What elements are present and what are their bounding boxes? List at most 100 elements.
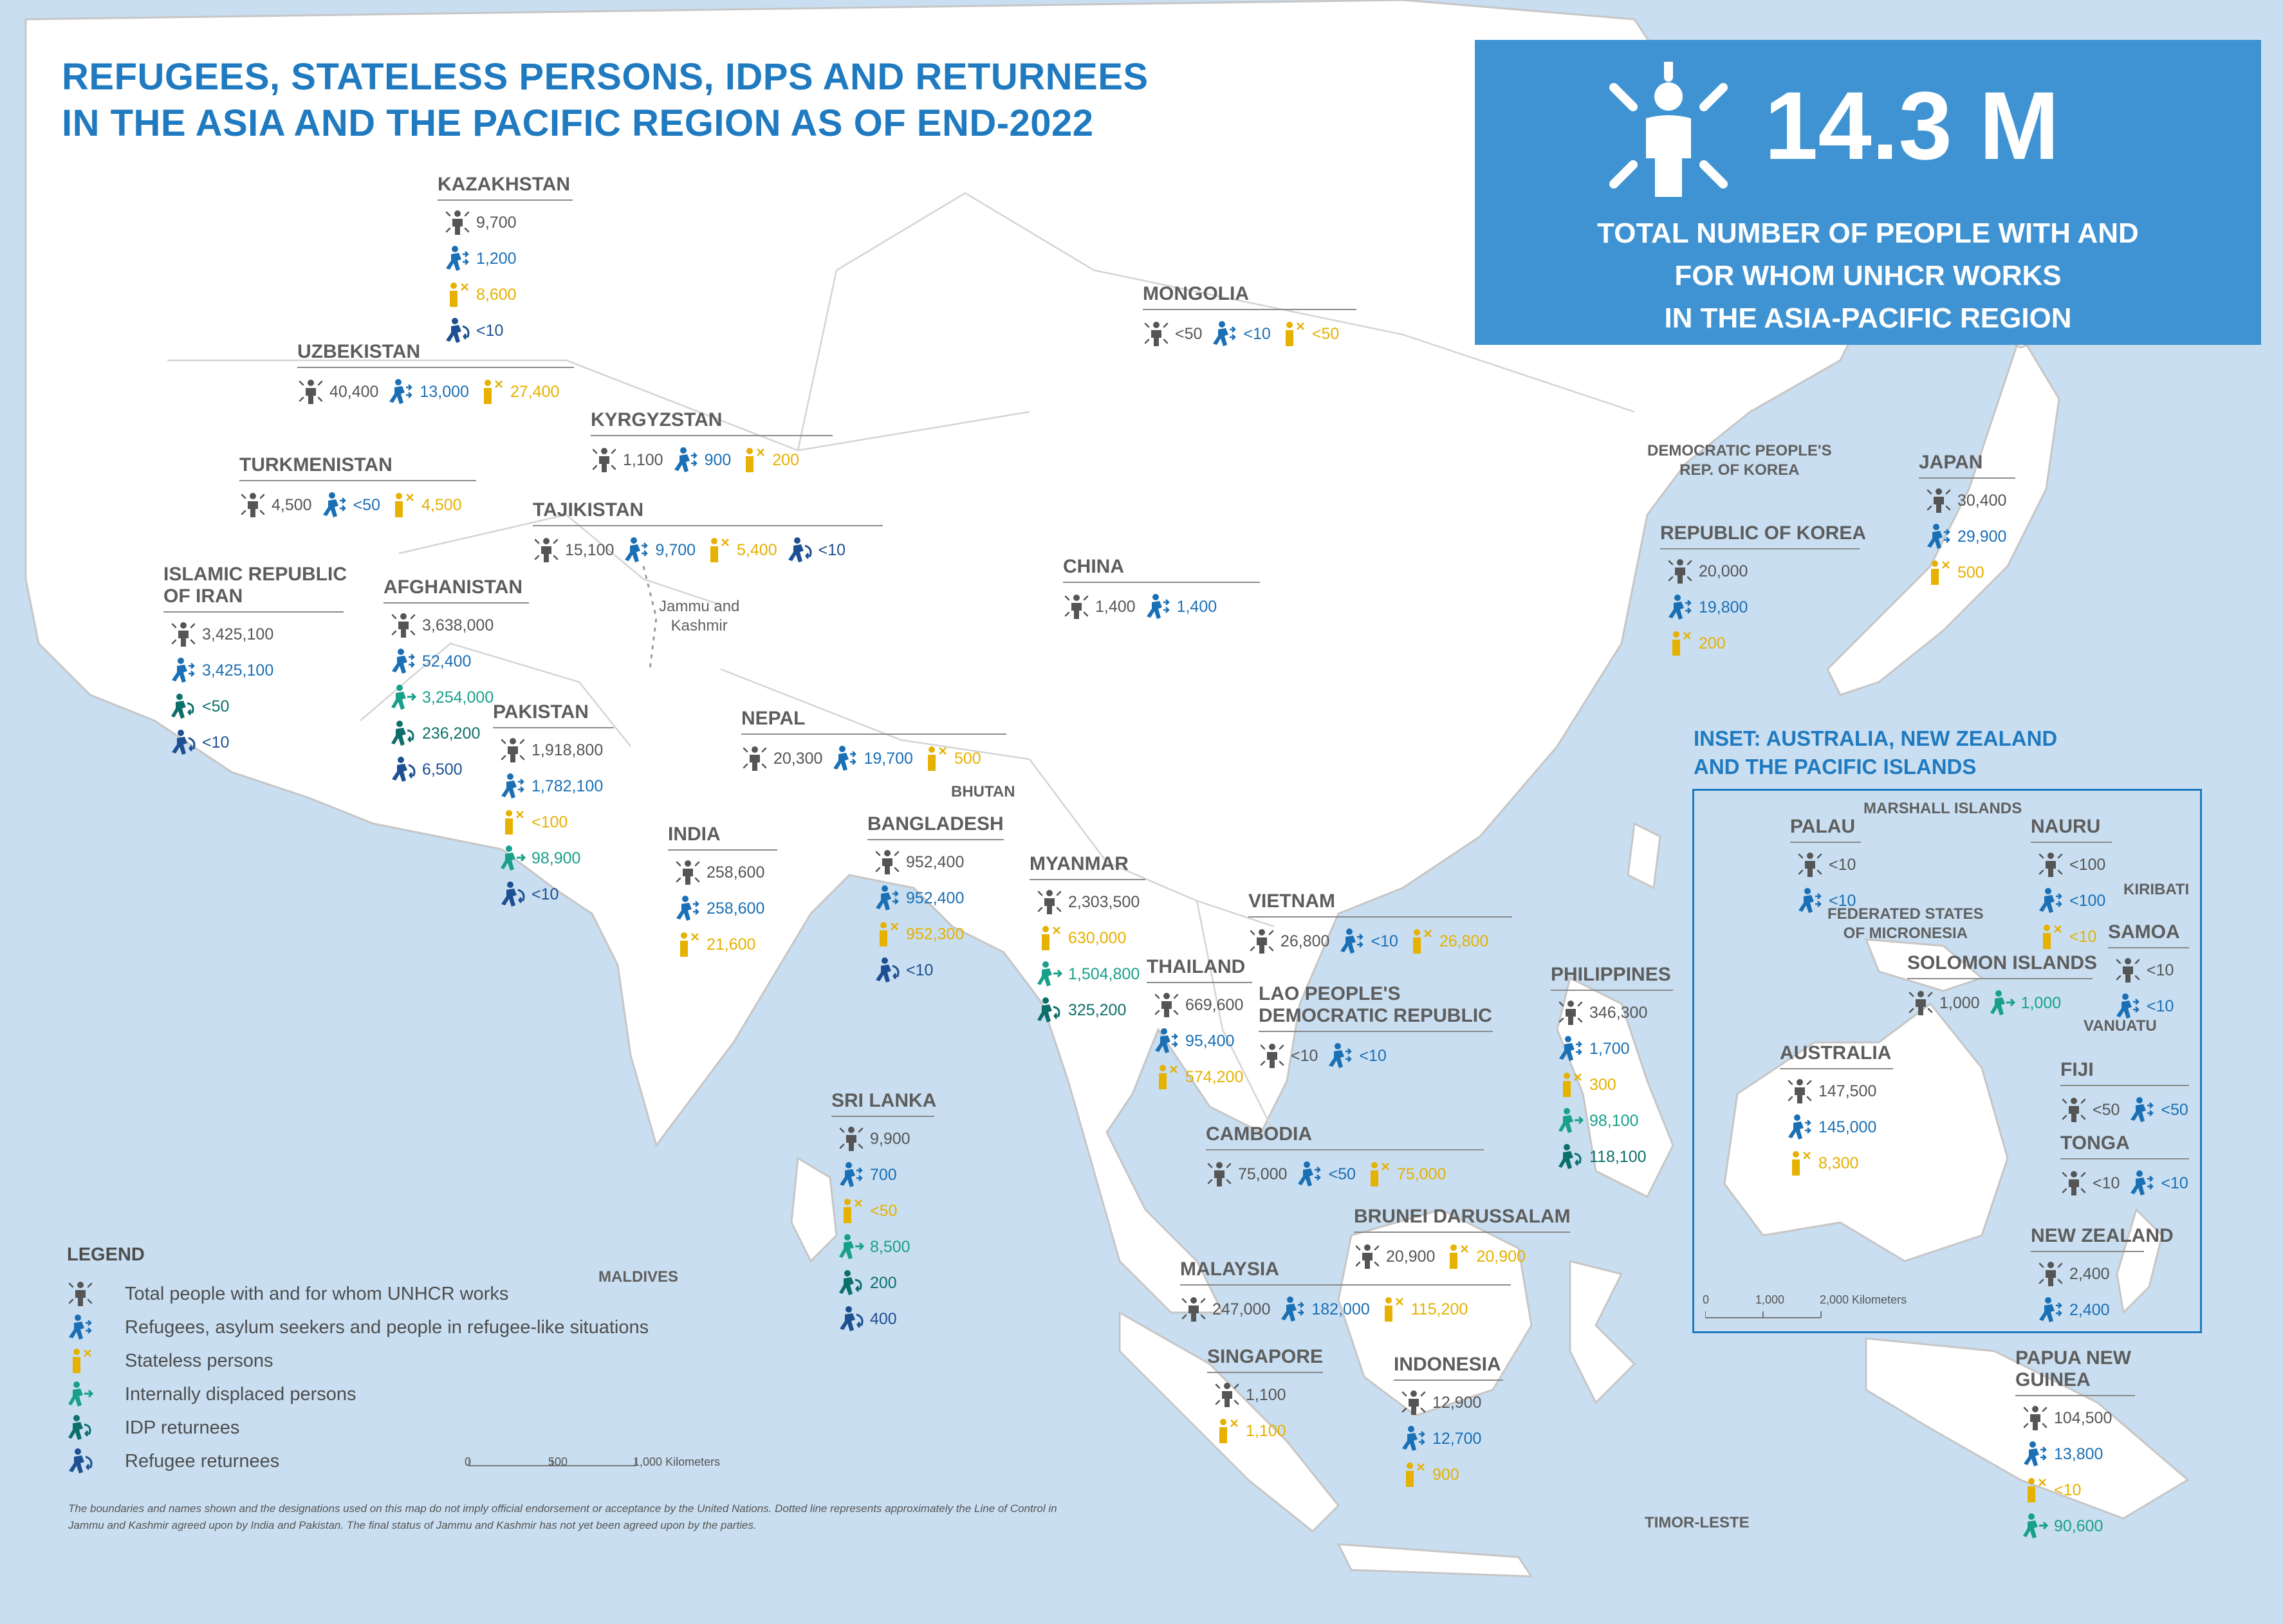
stat-refugee: <50 [1296, 1158, 1356, 1190]
label-kiribati: KIRIBATI [2123, 881, 2190, 898]
country-stats: 2,400 2,400 [2031, 1252, 2144, 1328]
person-fleeing-icon [2130, 1097, 2154, 1122]
stat-total: <10 [1797, 847, 1861, 883]
label-vanuatu: VANUATU [2084, 1017, 2157, 1035]
person-stateless-icon [2028, 1478, 2046, 1502]
legend-item-refret: Refugee returnees [67, 1444, 649, 1478]
country-name: PHILIPPINES [1551, 964, 1673, 991]
stat-value: 300 [1589, 1075, 1616, 1094]
stat-value: 630,000 [1068, 928, 1127, 947]
country-name: UZBEKISTAN [297, 341, 574, 368]
stat-value: 900 [704, 450, 732, 469]
person-standing-icon [1798, 853, 1822, 877]
person-standing-icon [1558, 1001, 1583, 1025]
person-fleeing-icon [1146, 594, 1170, 619]
country-nepal: NEPAL 20,300 19,700 500 [741, 708, 1006, 775]
stat-value: 8,600 [476, 285, 517, 304]
stat-value: 52,400 [422, 652, 472, 670]
scale-tick-1000-value: 1,000 [633, 1455, 663, 1468]
person-standing-icon [1401, 1390, 1426, 1415]
stat-refret: <10 [786, 534, 846, 566]
stat-value: 1,504,800 [1068, 964, 1140, 983]
stat-total: 3,425,100 [170, 616, 344, 652]
person-standing-icon [68, 1282, 93, 1306]
stat-value: 98,900 [531, 849, 581, 867]
country-stats: 104,500 13,800 <10 90,600 [2015, 1396, 2135, 1544]
stat-idp: 1,504,800 [1036, 956, 1145, 992]
stat-value: 90,600 [2054, 1517, 2103, 1535]
country-stats: 952,400 952,400 952,300 <10 [867, 840, 1004, 988]
person-displaced-icon [1037, 961, 1063, 986]
person-fleeing-icon [501, 773, 524, 798]
stat-value: <10 [531, 885, 559, 903]
person-standing-icon [592, 448, 616, 472]
stat-stateless: 200 [1667, 625, 1860, 661]
country-stats: 346,300 1,700 300 98,100 118,100 [1551, 991, 1673, 1175]
legend: LEGEND Total people with and for whom UN… [67, 1244, 649, 1478]
stat-refugee: 258,600 [674, 890, 777, 927]
country-name: CHINA [1063, 556, 1260, 583]
stat-value: <10 [1371, 932, 1398, 950]
stat-stateless: 200 [740, 444, 799, 476]
stat-total: 1,918,800 [499, 732, 614, 768]
person-fleeing-icon [1329, 1043, 1353, 1068]
stat-value: 952,300 [906, 925, 965, 943]
person-fleeing-icon [1559, 1036, 1582, 1061]
stat-refret: 400 [838, 1301, 934, 1337]
stat-value: <10 [1243, 324, 1271, 343]
stat-value: 236,200 [422, 724, 481, 743]
stat-value: 98,100 [1589, 1111, 1639, 1130]
stat-value: <10 [2147, 961, 2174, 979]
country-stats: 1,918,800 1,782,100 <100 98,900 <10 [493, 728, 614, 912]
stat-refugee: 1,700 [1557, 1031, 1673, 1067]
country-stats: 20,000 19,800 200 [1660, 549, 1860, 661]
country-png: PAPUA NEW GUINEA 104,500 13,800 <10 90,60… [2015, 1347, 2135, 1544]
stat-value: <10 [906, 961, 934, 979]
stat-value: 13,800 [2054, 1444, 2103, 1463]
person-stateless-icon [746, 448, 765, 472]
label-fsm-line2: OF MICRONESIA [1843, 925, 1968, 942]
stat-value: <50 [1175, 324, 1203, 343]
stat-total: 26,800 [1248, 925, 1329, 957]
stat-value: 2,303,500 [1068, 892, 1140, 911]
label-dprk-line2: REP. OF KOREA [1679, 461, 1800, 479]
person-stateless-icon [1219, 1419, 1238, 1443]
country-name: NEW ZEALAND [2031, 1225, 2174, 1252]
stat-value: 5,400 [737, 540, 777, 559]
stat-value: 700 [870, 1165, 897, 1184]
person-standing-icon [1788, 1079, 1812, 1103]
person-stateless-icon [1406, 1463, 1425, 1487]
person-standing-icon [1154, 993, 1179, 1017]
stat-value: <50 [870, 1201, 898, 1220]
stat-refugee: <50 [2129, 1094, 2188, 1126]
person-standing-icon [1260, 1044, 1284, 1068]
stat-refret: <10 [170, 724, 344, 761]
stat-value: 346,300 [1589, 1003, 1648, 1022]
person-stateless-icon [1042, 926, 1060, 950]
stat-stateless: 8,300 [1786, 1145, 1893, 1181]
inset-scale-tick-0: 0 [1703, 1293, 1710, 1306]
label-jammu-kashmir: Jammu and Kashmir [659, 597, 739, 636]
legend-item-refugee: Refugees, asylum seekers and people in r… [67, 1311, 649, 1344]
country-stats: 258,600 258,600 21,600 [668, 851, 777, 963]
title-line-1: REFUGEES, STATELESS PERSONS, IDPS AND RE… [62, 56, 1149, 98]
legend-item-stateless: Stateless persons [67, 1344, 649, 1378]
person-fleeing-icon [1213, 321, 1237, 346]
stat-stateless: 21,600 [674, 927, 777, 963]
stat-total: 669,600 [1153, 987, 1252, 1023]
stat-total: 258,600 [674, 854, 777, 890]
stat-total: <100 [2037, 847, 2112, 883]
stat-stateless: <10 [2037, 919, 2112, 955]
person-idp-returnee-icon [1558, 1144, 1582, 1169]
stat-value: 500 [954, 749, 981, 768]
person-fleeing-icon [2039, 888, 2062, 913]
borneo-shape [1337, 1208, 1533, 1417]
person-fleeing-icon [833, 746, 857, 771]
person-idp-returnee-icon [839, 1270, 862, 1295]
stat-total: 15,100 [533, 534, 614, 566]
map-title: REFUGEES, STATELESS PERSONS, IDPS AND RE… [62, 54, 1149, 147]
legend-label: Total people with and for whom UNHCR wor… [125, 1283, 509, 1304]
person-standing-icon [241, 493, 265, 517]
person-displaced-icon [2023, 1513, 2049, 1538]
stat-total: 346,300 [1557, 995, 1673, 1031]
